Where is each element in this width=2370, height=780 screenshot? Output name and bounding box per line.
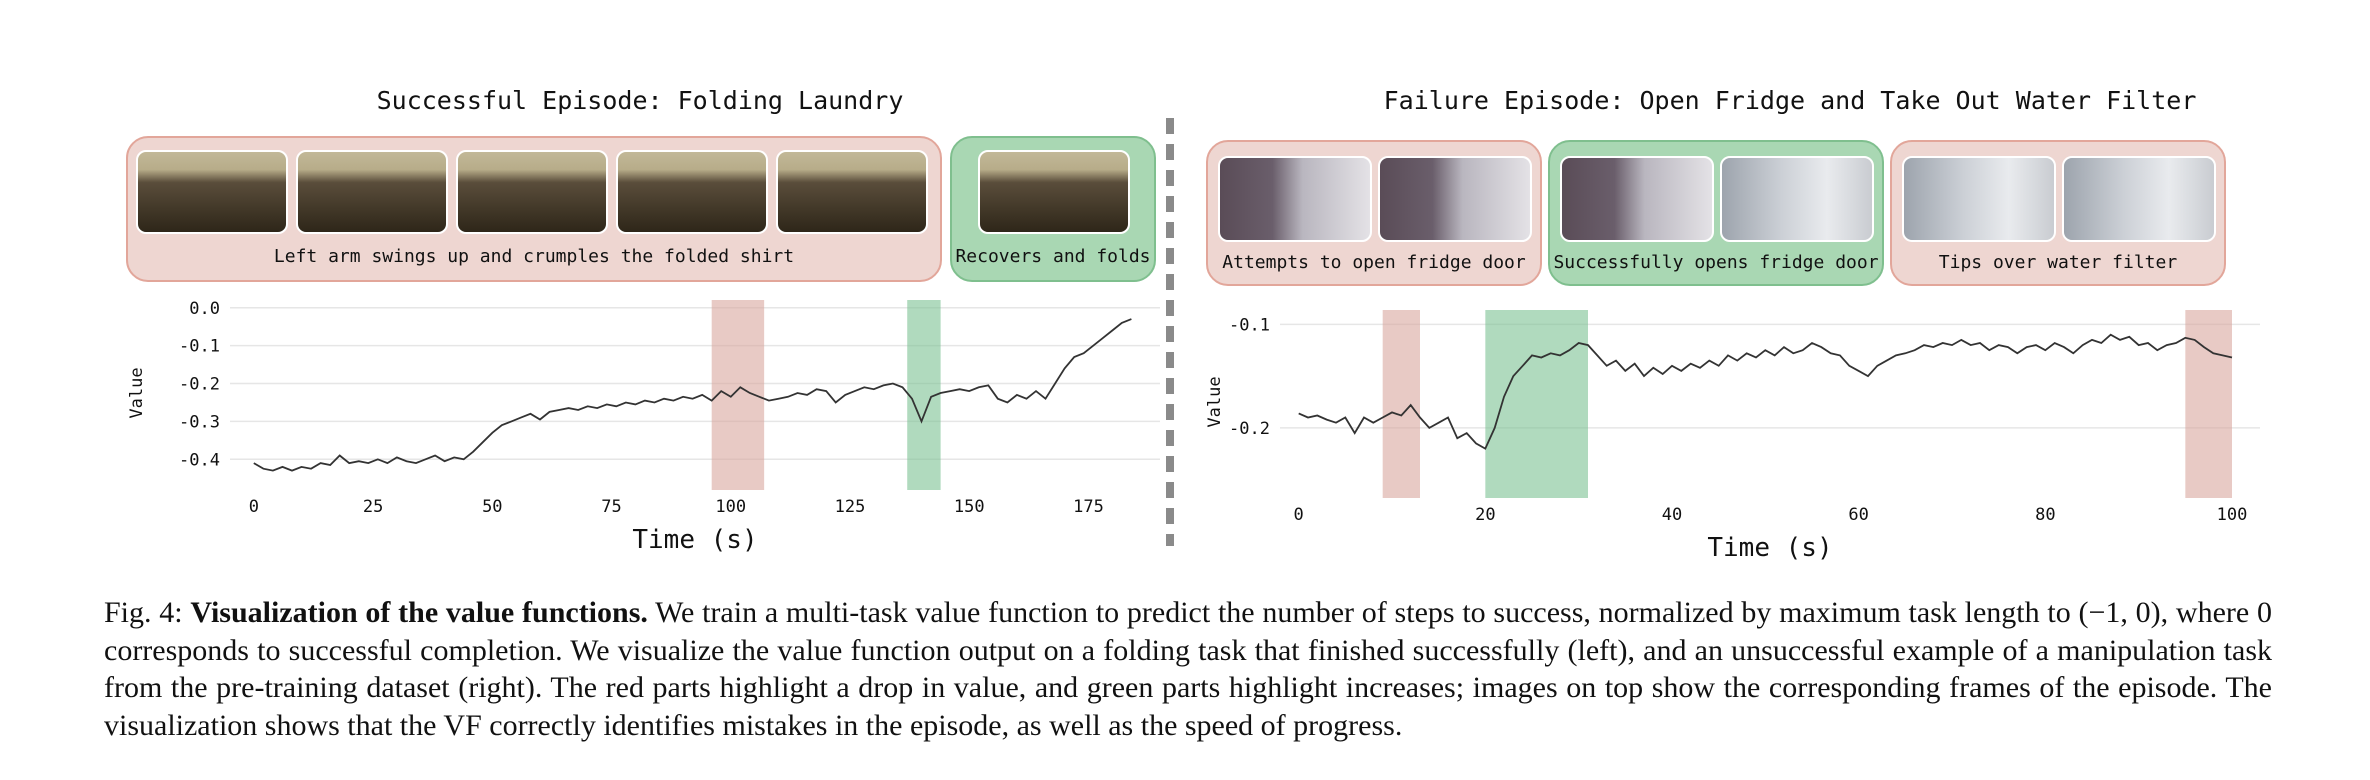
x-tick-label: 150 <box>954 497 985 517</box>
y-tick-label: -0.2 <box>179 375 220 395</box>
green-highlight-band <box>1485 310 1588 498</box>
frame-image <box>1720 156 1874 242</box>
frame-image <box>296 150 448 234</box>
frame-group-caption: Successfully opens fridge door <box>1553 252 1879 273</box>
y-tick-label: -0.1 <box>1229 315 1270 335</box>
y-tick-label: -0.1 <box>179 337 220 357</box>
x-tick-label: 80 <box>2035 505 2055 525</box>
right-panel-title: Failure Episode: Open Fridge and Take Ou… <box>1383 86 2197 115</box>
frame-image <box>1902 156 2056 242</box>
x-tick-label: 125 <box>835 497 866 517</box>
x-tick-label: 100 <box>715 497 746 517</box>
x-tick-label: 0 <box>249 497 259 517</box>
y-tick-label: -0.3 <box>179 412 220 432</box>
frame-image <box>1560 156 1714 242</box>
right-red-frame-group-2: Tips over water filter <box>1890 140 2226 286</box>
x-tick-label: 60 <box>1848 505 1868 525</box>
frame-image <box>776 150 928 234</box>
frame-image <box>136 150 288 234</box>
y-tick-label: -0.2 <box>1229 419 1270 439</box>
frame-image <box>978 150 1130 234</box>
frame-group-caption: Attempts to open fridge door <box>1222 252 1526 273</box>
x-axis-label: Time (s) <box>1707 533 1832 563</box>
panel-divider <box>1166 118 1174 546</box>
frame-group-caption: Left arm swings up and crumples the fold… <box>273 246 795 267</box>
figure-label: Fig. 4: <box>104 596 191 629</box>
y-tick-label: -0.4 <box>179 450 220 470</box>
left-green-frame-group: Recovers and folds <box>950 136 1156 282</box>
frame-image <box>1378 156 1532 242</box>
left-value-chart: 0.0 -0.1 -0.2 -0.3 -0.4 0 25 50 75 100 125 150 175 Ti… <box>127 299 1160 555</box>
frame-image <box>2062 156 2216 242</box>
x-tick-label: 50 <box>482 497 502 517</box>
y-tick-label: 0.0 <box>189 299 220 319</box>
x-tick-label: 175 <box>1073 497 1104 517</box>
x-tick-label: 75 <box>601 497 621 517</box>
x-axis-label: Time (s) <box>632 525 757 555</box>
frame-image <box>456 150 608 234</box>
frame-image <box>1218 156 1372 242</box>
figure-caption-text: We train a multi-task value function to … <box>104 596 2272 742</box>
right-value-chart: -0.1 -0.2 0 20 40 60 80 100 Time (s) Value <box>1205 310 2260 563</box>
x-tick-label: 20 <box>1475 505 1495 525</box>
value-line <box>1298 333 2233 450</box>
x-tick-label: 100 <box>2217 505 2248 525</box>
x-tick-label: 40 <box>1662 505 1682 525</box>
value-line <box>253 318 1132 472</box>
frame-group-caption: Tips over water filter <box>1938 252 2178 273</box>
frame-group-caption: Recovers and folds <box>955 246 1151 267</box>
right-green-frame-group: Successfully opens fridge door <box>1548 140 1884 286</box>
left-red-frame-group: Left arm swings up and crumples the fold… <box>126 136 942 282</box>
x-tick-label: 0 <box>1294 505 1304 525</box>
y-axis-label: Value <box>1205 376 1225 427</box>
red-highlight-band <box>2185 310 2232 498</box>
figure-caption-bold: Visualization of the value functions. <box>190 596 648 629</box>
x-tick-label: 25 <box>363 497 383 517</box>
right-red-frame-group-1: Attempts to open fridge door <box>1206 140 1542 286</box>
figure-caption: Fig. 4: Visualization of the value funct… <box>104 594 2272 744</box>
frame-image <box>616 150 768 234</box>
red-highlight-band <box>1382 310 1420 498</box>
left-panel-title: Successful Episode: Folding Laundry <box>376 86 904 115</box>
y-axis-label: Value <box>127 367 147 418</box>
